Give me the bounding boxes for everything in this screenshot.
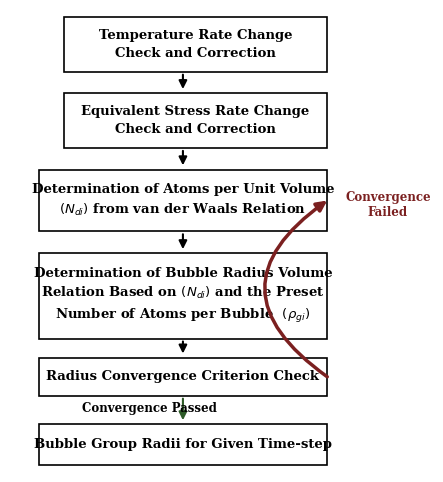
Text: Equivalent Stress Rate Change
Check and Correction: Equivalent Stress Rate Change Check and … — [82, 106, 310, 136]
FancyBboxPatch shape — [39, 170, 327, 231]
FancyBboxPatch shape — [39, 425, 327, 465]
Text: Convergence
Failed: Convergence Failed — [345, 191, 431, 219]
Text: Temperature Rate Change
Check and Correction: Temperature Rate Change Check and Correc… — [99, 29, 292, 60]
Text: Determination of Bubble Radius Volume
Relation Based on $(N_{di})$ and the Prese: Determination of Bubble Radius Volume Re… — [34, 267, 332, 325]
FancyBboxPatch shape — [39, 253, 327, 339]
Text: Bubble Group Radii for Given Time-step: Bubble Group Radii for Given Time-step — [34, 438, 332, 451]
FancyBboxPatch shape — [64, 17, 327, 72]
Text: Determination of Atoms per Unit Volume
$(N_{di})$ from van der Waals Relation: Determination of Atoms per Unit Volume $… — [31, 183, 334, 218]
FancyBboxPatch shape — [64, 94, 327, 148]
Text: Radius Convergence Criterion Check: Radius Convergence Criterion Check — [47, 370, 319, 383]
Text: Convergence Passed: Convergence Passed — [82, 402, 217, 415]
FancyBboxPatch shape — [39, 358, 327, 396]
FancyArrowPatch shape — [265, 203, 327, 377]
